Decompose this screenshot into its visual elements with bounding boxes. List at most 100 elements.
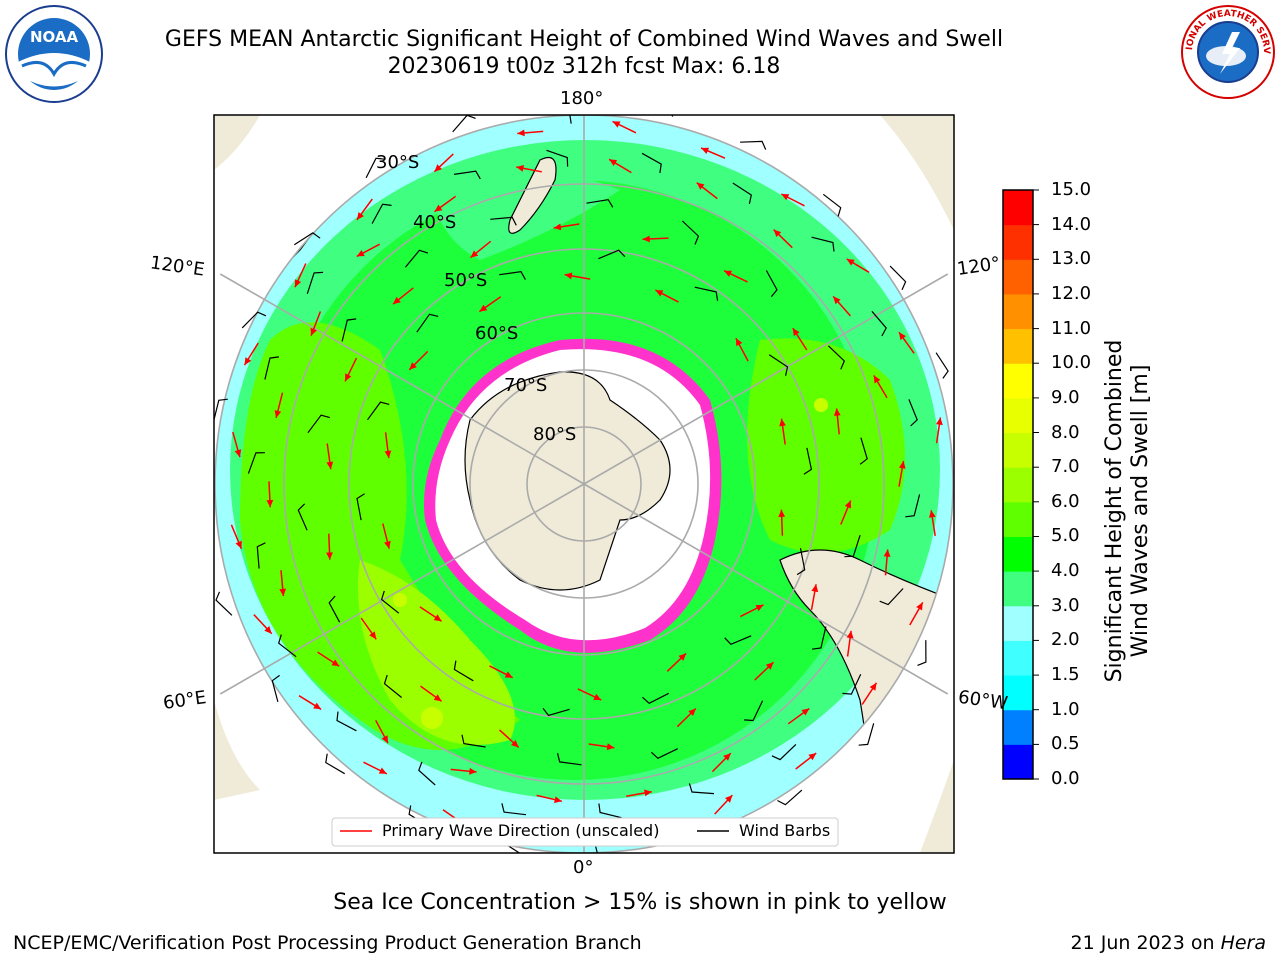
wave-arrow-head: [678, 653, 687, 661]
wave-arrow-head: [883, 549, 891, 557]
wind-barb: [724, 635, 752, 646]
wind-barb: [499, 271, 526, 280]
wave-arrow-head: [609, 159, 618, 166]
wind-barb: [889, 265, 907, 291]
wind-barb: [811, 626, 827, 650]
colorbar-frame: [1002, 189, 1034, 780]
wave-arrow-head: [642, 235, 650, 243]
wave-arrow-head: [381, 735, 388, 744]
sea-ice-note: Sea Ice Concentration > 15% is shown in …: [333, 890, 947, 915]
wind-barb: [306, 271, 324, 294]
wave-arrow-head: [869, 682, 877, 691]
noaa-logo: NOAA: [5, 5, 103, 103]
wind-barb: [241, 311, 267, 329]
wind-barb: [293, 232, 321, 246]
colorbar-tick-label: 13.0: [1051, 248, 1092, 270]
wind-barb: [336, 711, 357, 732]
wind-barb: [546, 149, 569, 167]
map-legend: [331, 817, 839, 847]
map-frame: [213, 114, 955, 854]
wind-barb: [641, 152, 662, 174]
wave-arrow-head: [331, 659, 340, 667]
lat-label-40s: 40°S: [413, 212, 457, 233]
wind-barb: [796, 548, 806, 576]
wind-barb: [827, 345, 846, 370]
wave-arrow-head: [846, 259, 855, 266]
footer-date: 21 Jun 2023 on Hera: [1071, 932, 1267, 954]
wind-barb: [765, 270, 778, 298]
wave-arrow-head: [778, 509, 786, 517]
wave-arrow-head: [899, 332, 906, 340]
colorbar-segment: [1003, 675, 1033, 711]
wind-barb: [278, 634, 297, 658]
colorbar-tick-label: 12.0: [1051, 282, 1092, 304]
wave-arrow-head: [310, 327, 317, 336]
wave-arrow-head: [479, 304, 488, 312]
colorbar-label: Significant Height of Combined Wind Wave…: [1102, 301, 1154, 721]
wind-barb: [694, 286, 719, 301]
colorbar-tick-label: 0.5: [1051, 733, 1080, 755]
wave-arrow-head: [773, 229, 782, 237]
wave-arrow-head: [554, 796, 562, 803]
wave-arrow-head: [313, 702, 322, 710]
wind-barb: [908, 399, 918, 427]
lat-label-50s: 50°S: [444, 270, 488, 291]
wave-arrow-head: [369, 631, 377, 640]
wave-arrow-head: [779, 418, 786, 427]
wave-arrow-head: [724, 270, 732, 277]
wave-arrow-head: [701, 147, 710, 154]
wave-arrow-head: [833, 408, 841, 416]
wind-barb: [905, 494, 921, 518]
colorbar-segment: [1003, 605, 1033, 641]
wave-arrow-head: [655, 290, 664, 297]
wind-barb: [328, 595, 341, 623]
wave-arrow-head: [873, 375, 881, 384]
wind-barb: [811, 236, 835, 252]
wind-barb: [744, 700, 764, 722]
wind-barb: [777, 789, 803, 806]
lat-label-30s: 30°S: [376, 152, 420, 173]
colorbar-tick-label: 15.0: [1051, 179, 1092, 200]
wave-arrow-head: [811, 584, 819, 593]
wind-barb: [307, 414, 330, 434]
wind-barb: [380, 590, 400, 614]
wind-barb: [556, 753, 582, 766]
wind-barb: [490, 216, 517, 226]
wind-barb: [958, 448, 968, 474]
colorbar-segment: [1003, 744, 1033, 780]
colorbar-segment: [1003, 501, 1033, 537]
lat-label-70s: 70°S: [504, 375, 548, 396]
wind-barb: [383, 674, 402, 698]
colorbar-tick-label: 4.0: [1051, 560, 1080, 582]
latitude-circle: [214, 115, 954, 853]
colorbar-tick-label: 9.0: [1051, 386, 1080, 408]
lat-label-60s: 60°S: [475, 323, 519, 344]
wave-arrow-head: [234, 449, 242, 458]
wind-barb: [203, 493, 210, 520]
wave-arrow-head: [264, 626, 272, 634]
wave-arrow-head: [469, 767, 477, 775]
colorbar-tick-label: 8.0: [1051, 421, 1080, 443]
colorbar-tick-label: 0.0: [1051, 768, 1080, 789]
wind-barb: [325, 753, 346, 775]
colorbar-tick-label: 14.0: [1051, 213, 1092, 235]
wind-barb: [768, 354, 789, 376]
wind-barb: [297, 503, 308, 531]
wind-barb: [642, 692, 670, 705]
colorbar-segment: [1003, 293, 1033, 330]
wave-arrow-head: [792, 328, 800, 336]
wave-arrow-head: [553, 223, 562, 231]
wind-barb: [416, 313, 439, 333]
colorbar-tick-label: 6.0: [1051, 490, 1080, 512]
lon-label-180: 180°: [560, 88, 604, 109]
wind-barb: [688, 783, 715, 795]
wave-arrow-head: [326, 552, 333, 560]
wave-arrow-head: [612, 121, 621, 128]
wave-arrow-head: [384, 450, 392, 459]
wave-arrow-head: [725, 795, 733, 803]
wave-arrow-head: [688, 708, 696, 716]
colorbar-segment: [1003, 328, 1033, 364]
wind-barb: [453, 170, 481, 180]
colorbar-tick-label: 2.0: [1051, 629, 1080, 651]
colorbar-tick-label: 1.0: [1051, 698, 1080, 720]
